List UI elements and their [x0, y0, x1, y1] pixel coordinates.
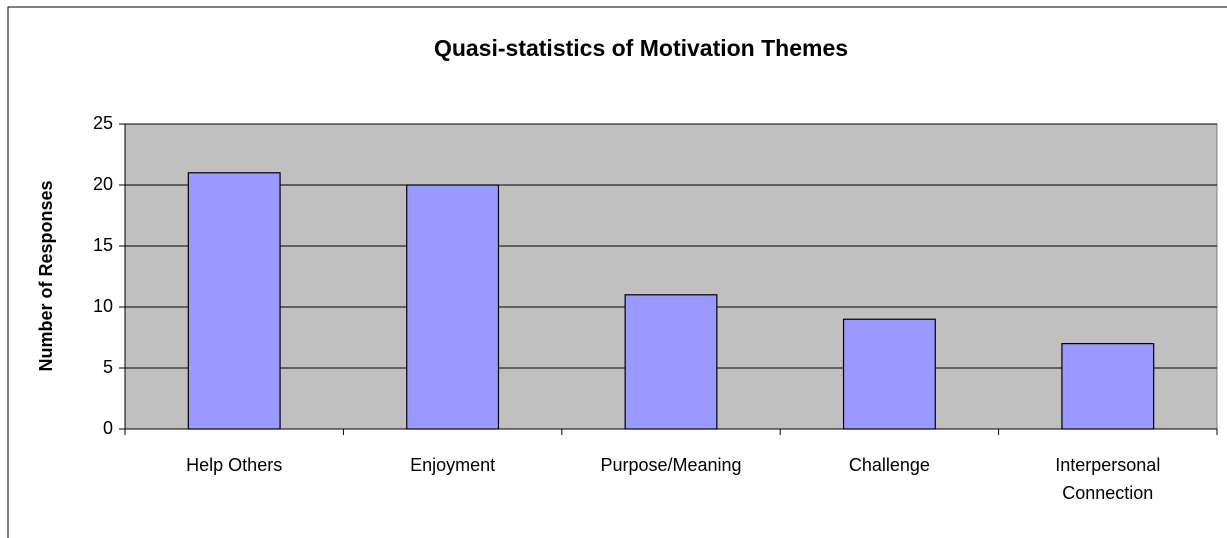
- y-tick-label: 25: [93, 113, 113, 133]
- bar: [842, 318, 936, 430]
- y-axis-label: Number of Responses: [36, 180, 56, 371]
- bar: [624, 294, 718, 430]
- x-tick-label: Interpersonal Connection: [1055, 455, 1161, 503]
- bar: [187, 172, 281, 430]
- x-tick-label: Challenge: [848, 455, 930, 475]
- chart-title: Quasi-statistics of Motivation Themes: [434, 35, 848, 61]
- x-tick-label: Help Others: [186, 455, 283, 475]
- x-tick-label: Purpose/Meaning: [600, 455, 742, 475]
- y-tick-label: 0: [103, 418, 113, 438]
- y-tick-label: 10: [93, 296, 113, 316]
- x-tick-label: Enjoyment: [410, 455, 496, 475]
- y-tick-label: 20: [93, 174, 113, 194]
- y-tick-label: 15: [93, 235, 113, 255]
- bar: [1061, 343, 1155, 430]
- y-tick-label: 5: [103, 357, 113, 377]
- bar: [406, 184, 500, 430]
